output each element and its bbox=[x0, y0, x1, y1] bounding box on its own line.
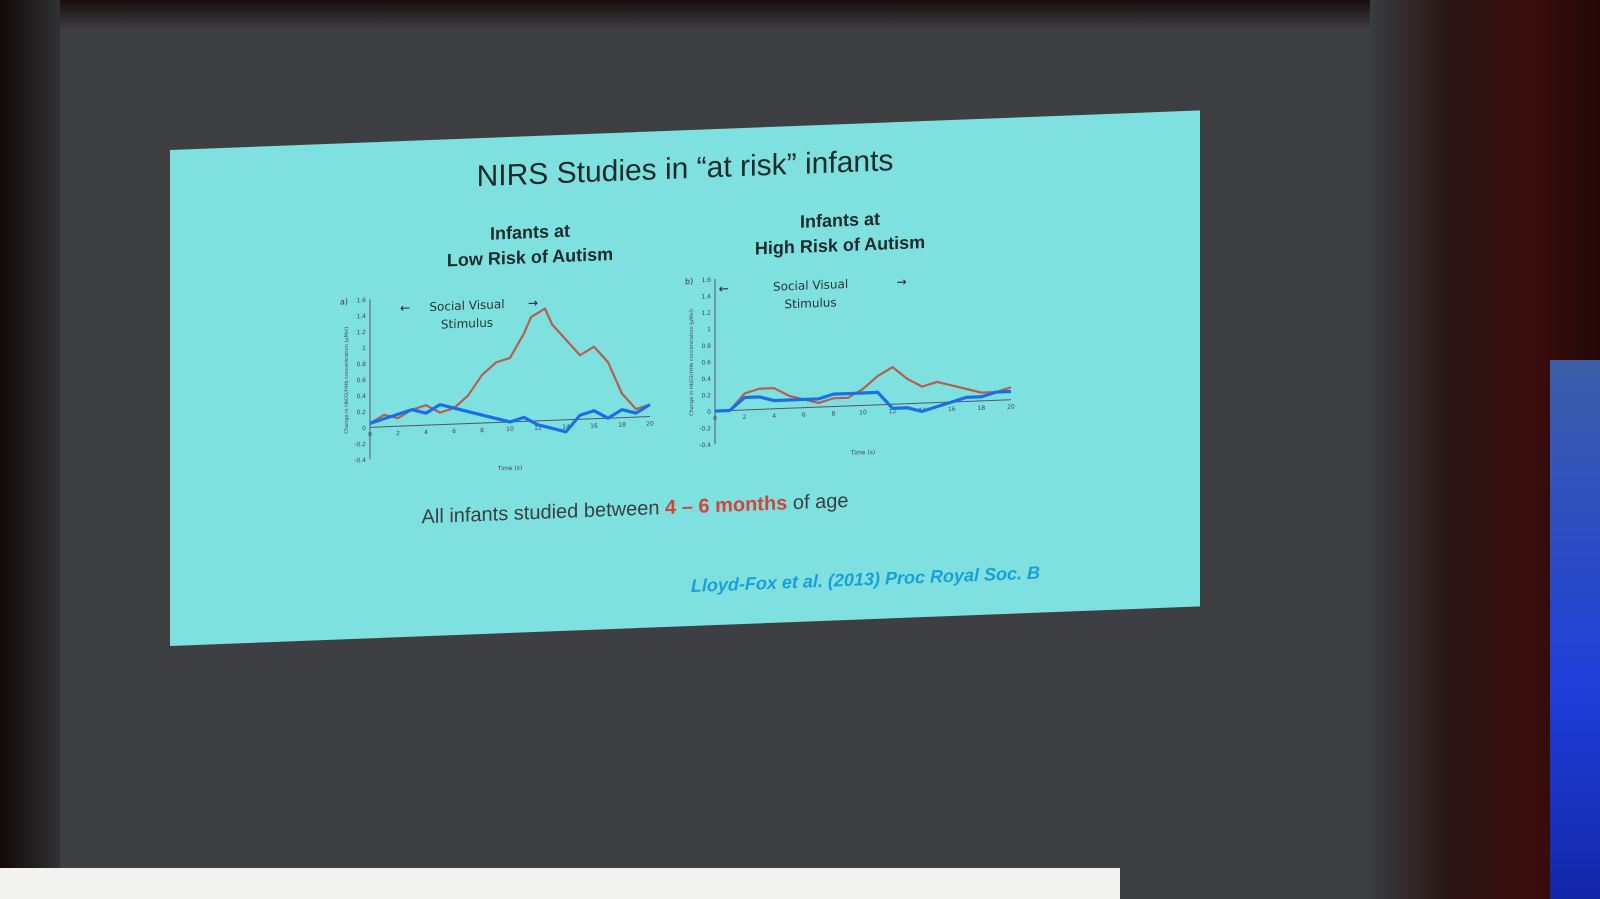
y-tick-label: 1.2 bbox=[356, 329, 366, 336]
stimulus-label-line1: Social Visual bbox=[429, 297, 504, 314]
y-tick-label: -0.2 bbox=[699, 425, 711, 432]
x-tick-label: 18 bbox=[978, 405, 986, 412]
chart-high-risk: -0.4-0.200.20.40.60.811.21.41.60 2 4 6 8 10 12… bbox=[685, 275, 1015, 457]
x-tick-label: 0 bbox=[368, 431, 372, 438]
chart-low-risk-title: Infants at Low Risk of Autism bbox=[380, 214, 680, 276]
x-tick-label: 2 bbox=[743, 414, 747, 421]
y-tick-label: -0.4 bbox=[699, 442, 711, 449]
y-tick-label: 1 bbox=[362, 345, 366, 352]
y-tick-label: 1.6 bbox=[356, 297, 366, 304]
y-tick-label: 0.8 bbox=[356, 361, 366, 368]
y-tick-label: 0.2 bbox=[356, 409, 366, 416]
stimulus-label-line2: Stimulus bbox=[441, 316, 493, 332]
y-tick-label: 1.4 bbox=[701, 293, 711, 300]
curtain-left bbox=[0, 0, 60, 899]
stimulus-arrow-left-icon: ← bbox=[719, 282, 729, 296]
x-tick-label: 10 bbox=[506, 426, 514, 433]
series-line-1 bbox=[369, 403, 651, 434]
x-axis-label: Time (s) bbox=[497, 464, 522, 472]
series-line-1 bbox=[715, 389, 1011, 414]
y-tick-label: 1.2 bbox=[701, 310, 711, 317]
citation: Lloyd-Fox et al. (2013) Proc Royal Soc. … bbox=[690, 562, 1040, 596]
y-tick-label: 1.4 bbox=[356, 313, 366, 320]
x-tick-label: 12 bbox=[534, 425, 542, 432]
panel-label: b) bbox=[685, 277, 693, 286]
blue-light-glow bbox=[1550, 360, 1600, 899]
x-tick-label: 6 bbox=[802, 412, 806, 419]
x-axis-label: Time (s) bbox=[850, 449, 875, 457]
y-tick-label: 0.4 bbox=[701, 376, 711, 383]
x-tick-label: 18 bbox=[618, 421, 626, 428]
x-tick-label: 8 bbox=[831, 410, 835, 417]
panel-label: a) bbox=[340, 297, 348, 306]
y-tick-label: 0.4 bbox=[356, 393, 366, 400]
y-tick-label: 0.6 bbox=[356, 377, 366, 384]
y-tick-label: -0.2 bbox=[354, 441, 366, 448]
chart-low-risk: -0.4-0.200.20.40.60.811.21.41.60 2 4 6 8 10 12… bbox=[340, 296, 654, 473]
x-tick-label: 16 bbox=[948, 406, 956, 413]
x-tick-label: 2 bbox=[396, 430, 400, 437]
x-axis-line bbox=[715, 399, 1011, 412]
y-tick-label: -0.4 bbox=[354, 457, 366, 464]
room-background-top bbox=[0, 0, 1600, 30]
stimulus-arrow-right-icon: → bbox=[528, 296, 538, 310]
stimulus-arrow-right-icon: → bbox=[897, 275, 907, 289]
x-tick-label: 20 bbox=[1007, 404, 1015, 411]
x-tick-label: 4 bbox=[424, 429, 428, 436]
caption-suffix: of age bbox=[787, 489, 849, 515]
chart-high-risk-title: Infants at High Risk of Autism bbox=[690, 202, 990, 264]
x-tick-label: 12 bbox=[889, 408, 897, 415]
y-axis-label: Change in HbO2/HHb concentration (µMol) bbox=[344, 327, 350, 434]
stimulus-label-line1: Social Visual bbox=[773, 277, 848, 294]
stimulus-label-line2: Stimulus bbox=[785, 295, 837, 311]
x-tick-label: 14 bbox=[562, 424, 570, 431]
y-tick-label: 1 bbox=[707, 326, 711, 333]
series-line-0 bbox=[715, 366, 1012, 413]
x-tick-label: 10 bbox=[859, 409, 867, 416]
stimulus-arrow-left-icon: ← bbox=[400, 301, 410, 315]
x-tick-label: 20 bbox=[646, 420, 654, 427]
y-tick-label: 0.2 bbox=[701, 392, 711, 399]
y-tick-label: 0 bbox=[362, 425, 366, 432]
x-tick-label: 4 bbox=[772, 413, 776, 420]
slide-title: NIRS Studies in “at risk” infants bbox=[476, 144, 894, 194]
x-tick-label: 16 bbox=[590, 423, 598, 430]
x-tick-label: 6 bbox=[452, 428, 456, 435]
table-edge bbox=[0, 868, 1120, 899]
projected-slide: NIRS Studies in “at risk” infants Infant… bbox=[170, 110, 1200, 646]
y-tick-label: 1.6 bbox=[701, 277, 711, 284]
y-tick-label: 0.8 bbox=[701, 343, 711, 350]
caption: All infants studied between 4 – 6 months… bbox=[170, 480, 1100, 539]
y-tick-label: 0.6 bbox=[701, 359, 711, 366]
x-tick-label: 8 bbox=[480, 427, 484, 434]
x-tick-label: 0 bbox=[713, 415, 717, 422]
caption-prefix: All infants studied between bbox=[421, 496, 666, 529]
series-line-0 bbox=[369, 307, 651, 425]
y-tick-label: 0 bbox=[707, 409, 711, 416]
caption-highlight: 4 – 6 months bbox=[665, 492, 788, 519]
y-axis-label: Change in HbO2/HHb concentration (µMol) bbox=[689, 309, 695, 416]
